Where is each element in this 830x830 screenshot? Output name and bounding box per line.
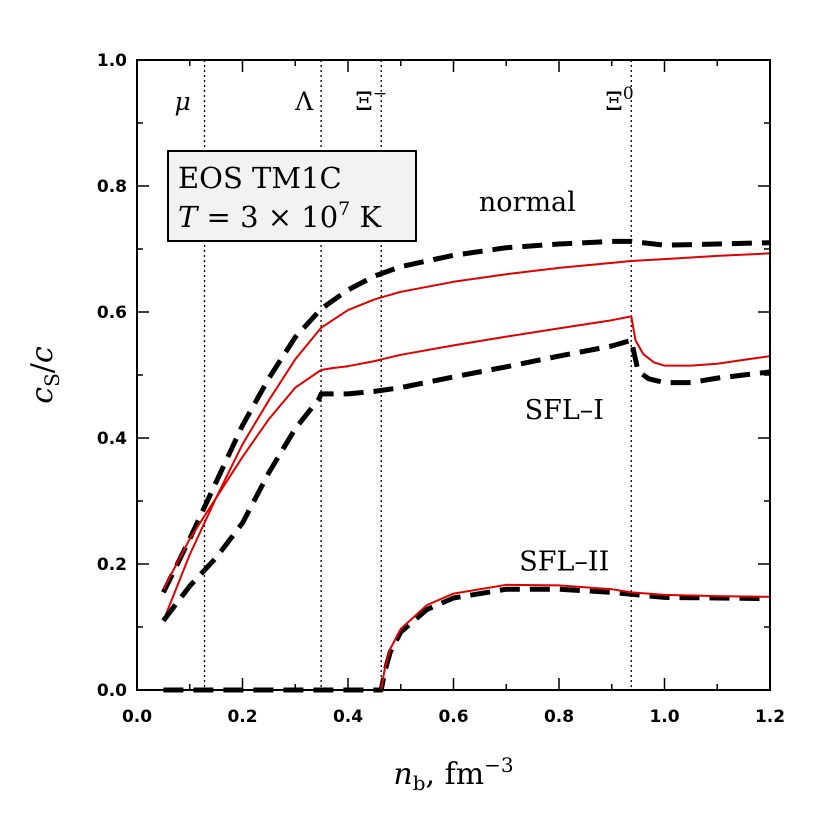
x-tick-label: 1.0	[649, 707, 679, 727]
y-tick-label: 0.2	[97, 555, 127, 575]
y-axis-title: cS/c	[25, 346, 64, 404]
annotation-temperature-unit: K	[350, 200, 382, 234]
dashed-curve	[163, 586, 771, 693]
x-axis-title: nb, fm−3	[393, 753, 513, 795]
axis-ticks: 0.0 0.2 0.4 0.6 0.8 1.0 1.2 0.0 0.2 0.4 0.6 0.8 1.0	[97, 51, 785, 727]
threshold-label: Λ	[294, 87, 314, 116]
y-tick-label: 0.8	[97, 177, 127, 197]
solid-curve	[162, 252, 771, 622]
threshold-label: Ξ−	[355, 84, 387, 116]
curve-label: SFL–I	[525, 395, 604, 426]
solid-curve	[162, 315, 771, 590]
x-tick-label: 0.2	[227, 707, 257, 727]
x-tick-label: 0.6	[438, 707, 468, 727]
dashed-curve	[161, 337, 771, 623]
curve-label: normal	[479, 187, 576, 218]
annotation-line-1: EOS TM1C	[178, 161, 342, 195]
annotation-temperature-exponent: 7	[338, 198, 350, 220]
y-tick-label: 0.0	[97, 681, 127, 701]
annotation-box: EOS TM1C T = 3 × 107 K	[167, 150, 417, 242]
annotation-line-2: T = 3 × 107 K	[178, 198, 382, 234]
y-tick-label: 0.6	[97, 303, 127, 323]
threshold-label: μ	[175, 87, 191, 116]
threshold-label: Ξ0	[605, 84, 633, 116]
x-tick-label: 0.0	[122, 707, 152, 727]
annotation-temperature-expr: = 3 × 10	[197, 200, 338, 234]
x-tick-label: 0.8	[544, 707, 574, 727]
series-group	[161, 238, 771, 693]
y-tick-label: 0.4	[97, 429, 127, 449]
curve-label: SFL–II	[519, 546, 609, 577]
annotation-temperature-symbol: T	[178, 200, 200, 234]
solid-curve	[163, 583, 771, 691]
y-tick-label: 1.0	[97, 51, 127, 71]
x-tick-label: 1.2	[755, 707, 785, 727]
curve-labels: normal SFL–I SFL–II	[479, 187, 609, 577]
x-tick-label: 0.4	[333, 707, 363, 727]
annotation-box-bg	[167, 150, 417, 242]
dashed-curve	[161, 238, 771, 594]
